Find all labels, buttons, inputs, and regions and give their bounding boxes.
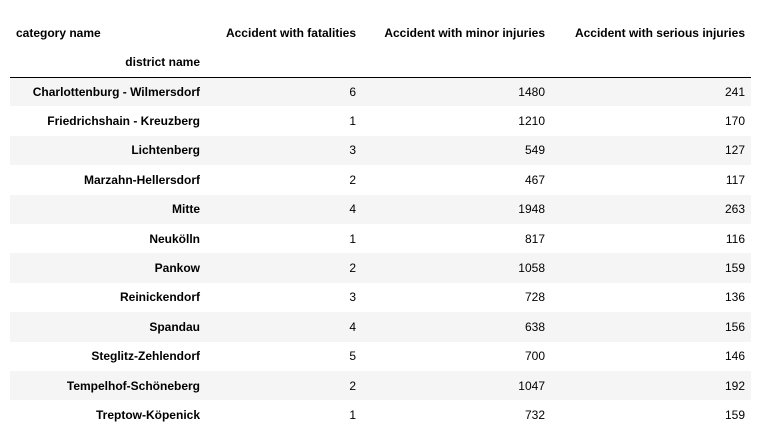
row-district-label: Lichtenberg (131, 143, 200, 158)
columns-name-label: category name (16, 26, 101, 40)
dataframe-output: category name Accident with fatalities A… (10, 18, 751, 430)
cell-minor-injuries: 1210 (518, 114, 545, 129)
table-row: Mitte 4 1948 263 (10, 194, 751, 224)
cell-minor-injuries: 728 (524, 290, 545, 305)
accident-table: category name Accident with fatalities A… (10, 18, 751, 430)
table-row: Spandau 4 638 156 (10, 312, 751, 342)
row-district-label: Treptow-Köpenick (95, 407, 200, 422)
cell-minor-injuries: 1480 (518, 84, 545, 99)
table-row: Pankow 2 1058 159 (10, 253, 751, 283)
column-header-fatalities: Accident with fatalities (225, 26, 356, 40)
index-name-label: district name (10, 48, 206, 78)
cell-serious-injuries: 136 (724, 290, 745, 305)
table-row: Neukölln 1 817 116 (10, 224, 751, 253)
cell-fatalities: 6 (349, 84, 356, 99)
cell-fatalities: 4 (349, 202, 356, 217)
column-header-minor-injuries: Accident with minor injuries (384, 26, 545, 40)
column-header-serious-injuries: Accident with serious injuries (574, 26, 745, 40)
cell-serious-injuries: 159 (724, 407, 745, 422)
cell-minor-injuries: 817 (524, 231, 545, 246)
cell-fatalities: 2 (349, 378, 356, 393)
cell-serious-injuries: 241 (724, 84, 745, 99)
cell-serious-injuries: 192 (724, 378, 745, 393)
cell-serious-injuries: 117 (725, 172, 745, 187)
cell-minor-injuries: 1058 (518, 261, 545, 276)
row-district-label: Neukölln (149, 231, 200, 246)
row-district-label: Mitte (172, 202, 200, 217)
cell-minor-injuries: 549 (524, 143, 545, 158)
row-district-label: Steglitz-Zehlendorf (91, 349, 200, 364)
table-row: Reinickendorf 3 728 136 (10, 283, 751, 312)
cell-fatalities: 3 (349, 143, 356, 158)
cell-minor-injuries: 700 (524, 349, 545, 364)
table-row: Lichtenberg 3 549 127 (10, 135, 751, 166)
cell-serious-injuries: 127 (724, 143, 745, 158)
cell-fatalities: 5 (349, 349, 356, 364)
cell-minor-injuries: 1047 (518, 378, 545, 393)
column-header-row: category name Accident with fatalities A… (10, 18, 751, 48)
table-row: Marzahn-Hellersdorf 2 467 117 (10, 165, 751, 194)
row-district-label: Reinickendorf (119, 290, 200, 305)
cell-fatalities: 2 (349, 261, 356, 276)
row-district-label: Charlottenburg - Wilmersdorf (32, 84, 200, 99)
cell-serious-injuries: 156 (724, 319, 745, 334)
cell-fatalities: 4 (349, 319, 356, 334)
cell-serious-injuries: 159 (724, 261, 745, 276)
row-district-label: Friedrichshain - Kreuzberg (47, 114, 200, 129)
cell-serious-injuries: 263 (724, 202, 745, 217)
cell-serious-injuries: 146 (724, 349, 745, 364)
table-row: Tempelhof-Schöneberg 2 1047 192 (10, 370, 751, 401)
cell-minor-injuries: 467 (524, 172, 545, 187)
row-district-label: Tempelhof-Schöneberg (66, 378, 200, 393)
row-district-label: Spandau (149, 319, 200, 334)
table-row: Friedrichshain - Kreuzberg 1 1210 170 (10, 106, 751, 135)
index-header-row: district name (10, 48, 751, 78)
table-row: Treptow-Köpenick 1 732 159 (10, 400, 751, 429)
cell-fatalities: 2 (349, 172, 356, 187)
cell-serious-injuries: 170 (724, 114, 745, 129)
cell-fatalities: 1 (349, 114, 356, 129)
cell-minor-injuries: 638 (524, 319, 545, 334)
table-body: Charlottenburg - Wilmersdorf 6 1480 241 Frie… (10, 77, 751, 430)
row-district-label: Pankow (154, 261, 200, 276)
row-district-label: Marzahn-Hellersdorf (83, 172, 200, 187)
cell-serious-injuries: 116 (725, 231, 745, 246)
cell-fatalities: 3 (349, 290, 356, 305)
table-row: Charlottenburg - Wilmersdorf 6 1480 241 (10, 77, 751, 107)
cell-fatalities: 1 (349, 407, 356, 422)
cell-minor-injuries: 732 (524, 407, 545, 422)
cell-fatalities: 1 (349, 231, 356, 246)
cell-minor-injuries: 1948 (518, 202, 545, 217)
table-row: Steglitz-Zehlendorf 5 700 146 (10, 342, 751, 371)
